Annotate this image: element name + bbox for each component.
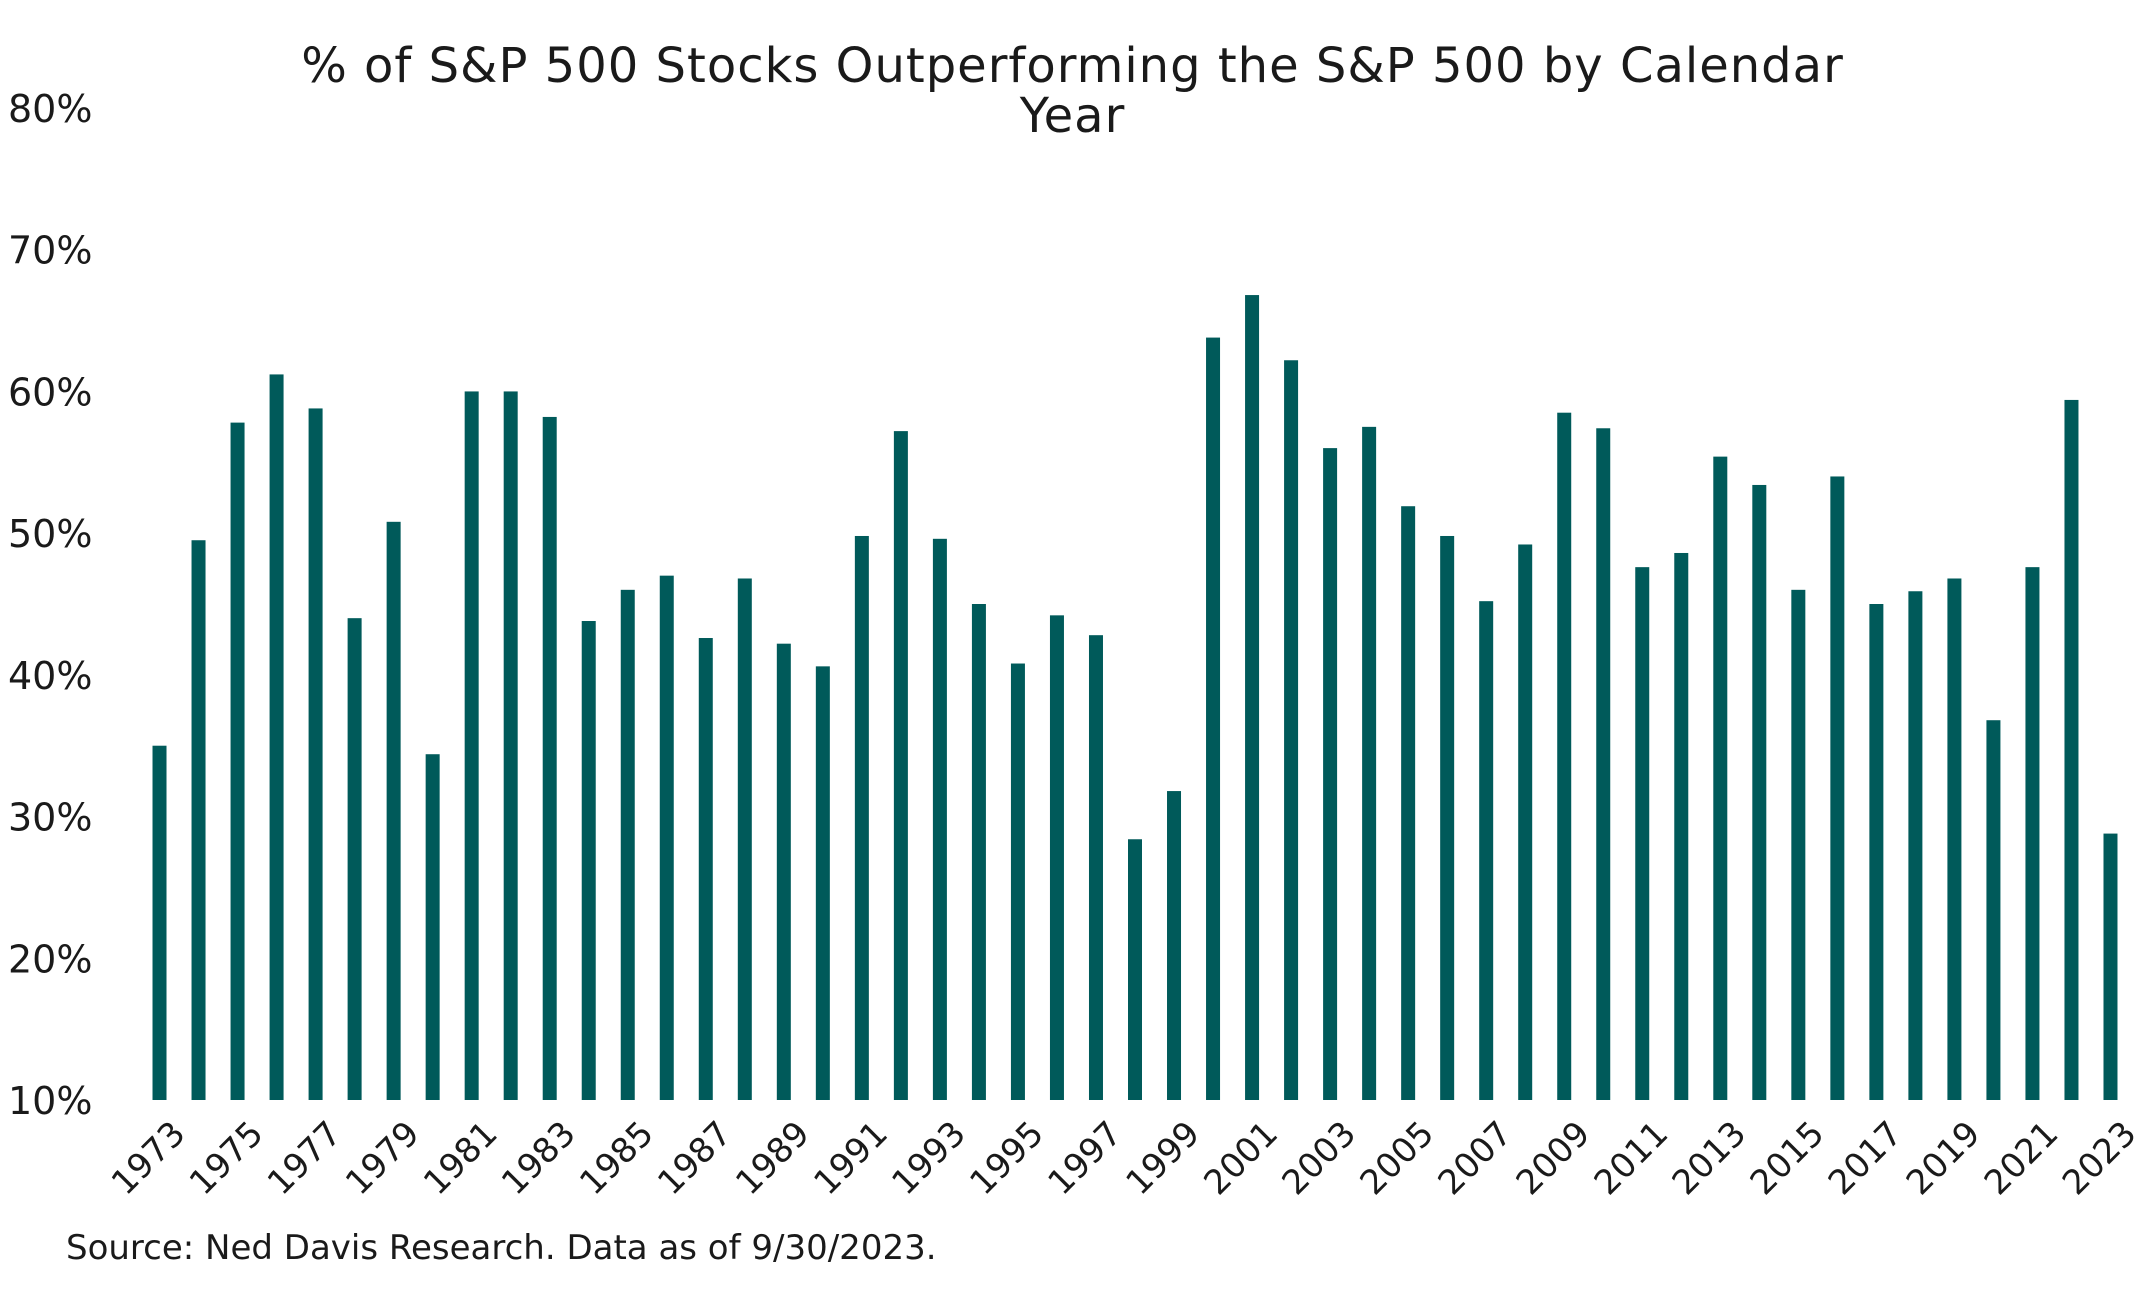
y-axis: 10% 20% 30% 40% 50% 60% 70% 80%	[8, 87, 92, 1123]
y-tick-label: 20%	[8, 937, 92, 981]
bar-1991	[854, 535, 869, 1100]
bar-2017	[1869, 604, 1884, 1100]
y-tick-label: 80%	[8, 87, 92, 131]
x-tick-label: 1979	[338, 1114, 427, 1203]
x-tick-label: 1977	[260, 1114, 349, 1203]
x-tick-label: 1999	[1118, 1114, 1207, 1203]
x-tick-label: 1981	[416, 1114, 505, 1203]
bar-1980	[425, 754, 440, 1100]
x-tick-label: 2023	[2055, 1114, 2144, 1203]
bar-1986	[659, 575, 674, 1100]
x-tick-label: 1985	[572, 1114, 661, 1203]
bar-1982	[503, 391, 518, 1100]
bar-1975	[230, 422, 245, 1100]
bar-2005	[1401, 506, 1416, 1101]
x-tick-label: 1995	[962, 1114, 1051, 1203]
bar-1999	[1167, 791, 1182, 1100]
bar-2006	[1440, 535, 1455, 1100]
y-tick-label: 10%	[8, 1079, 92, 1123]
bar-1990	[815, 666, 830, 1100]
x-tick-label: 2009	[1509, 1114, 1598, 1203]
x-tick-label: 1997	[1040, 1114, 1129, 1203]
x-tick-label: 2007	[1431, 1114, 1520, 1203]
bar-1994	[971, 604, 986, 1100]
bar-1973	[152, 745, 167, 1100]
bar-2001	[1245, 295, 1260, 1100]
bar-1979	[386, 521, 401, 1100]
x-tick-label: 2001	[1196, 1114, 1285, 1203]
x-tick-label: 2011	[1587, 1114, 1676, 1203]
x-tick-label: 2005	[1353, 1114, 1442, 1203]
bar-2008	[1518, 544, 1533, 1100]
bar-1985	[620, 589, 635, 1100]
bar-2009	[1557, 412, 1572, 1100]
bar-2019	[1947, 578, 1962, 1100]
bar-2010	[1596, 428, 1611, 1100]
bar-1995	[1010, 663, 1025, 1100]
bars-group	[152, 295, 2118, 1101]
bar-2011	[1635, 567, 1650, 1100]
bar-1998	[1128, 839, 1142, 1100]
bar-2014	[1752, 484, 1767, 1101]
bar-1997	[1088, 635, 1103, 1100]
x-tick-label: 2013	[1665, 1114, 1754, 1203]
bar-1989	[776, 643, 791, 1100]
x-tick-label: 1989	[728, 1114, 817, 1203]
y-tick-label: 30%	[8, 796, 92, 840]
y-tick-label: 60%	[8, 370, 92, 414]
y-tick-label: 50%	[8, 512, 92, 556]
bar-2023	[2103, 833, 2118, 1100]
bar-1988	[737, 578, 752, 1100]
bar-2004	[1362, 426, 1377, 1100]
bar-2020	[1986, 720, 2001, 1100]
y-tick-label: 40%	[8, 654, 92, 698]
bar-2000	[1206, 337, 1221, 1101]
bar-1976	[269, 374, 284, 1100]
bar-1978	[347, 618, 362, 1100]
x-tick-label: 1987	[650, 1114, 739, 1203]
bar-1977	[308, 408, 323, 1100]
x-tick-label: 1973	[104, 1114, 193, 1203]
x-tick-label: 2019	[1899, 1114, 1988, 1203]
chart-title-line-1: % of S&P 500 Stocks Outperforming the S&…	[301, 38, 1844, 94]
bar-1993	[932, 538, 947, 1100]
bar-1992	[893, 431, 908, 1100]
x-axis: 1973197519771979198119831985198719891991…	[104, 1114, 2144, 1203]
x-tick-label: 1993	[884, 1114, 973, 1203]
source-note: Source: Ned Davis Research. Data as of 9…	[66, 1228, 937, 1268]
bar-1983	[542, 416, 557, 1100]
x-tick-label: 1975	[182, 1114, 271, 1203]
bar-1996	[1049, 615, 1064, 1100]
bar-2016	[1830, 476, 1845, 1101]
bar-2021	[2025, 567, 2040, 1100]
bar-1981	[464, 391, 479, 1100]
bar-2015	[1791, 589, 1806, 1100]
bar-1984	[581, 621, 596, 1100]
chart-title-line-2: Year	[1019, 88, 1126, 144]
bar-2012	[1674, 552, 1689, 1100]
bar-2002	[1284, 360, 1299, 1100]
bar-2022	[2064, 399, 2079, 1100]
bar-2007	[1479, 601, 1494, 1100]
bar-2013	[1713, 456, 1728, 1100]
y-tick-label: 70%	[8, 229, 92, 273]
x-tick-label: 2017	[1821, 1114, 1910, 1203]
x-tick-label: 1983	[494, 1114, 583, 1203]
x-tick-label: 2015	[1743, 1114, 1832, 1203]
bar-1987	[698, 638, 713, 1100]
bar-2003	[1323, 448, 1338, 1100]
x-tick-label: 2021	[1977, 1114, 2066, 1203]
x-tick-label: 1991	[806, 1114, 895, 1203]
bar-1974	[191, 540, 206, 1100]
bar-2018	[1908, 591, 1923, 1100]
x-tick-label: 2003	[1275, 1114, 1364, 1203]
